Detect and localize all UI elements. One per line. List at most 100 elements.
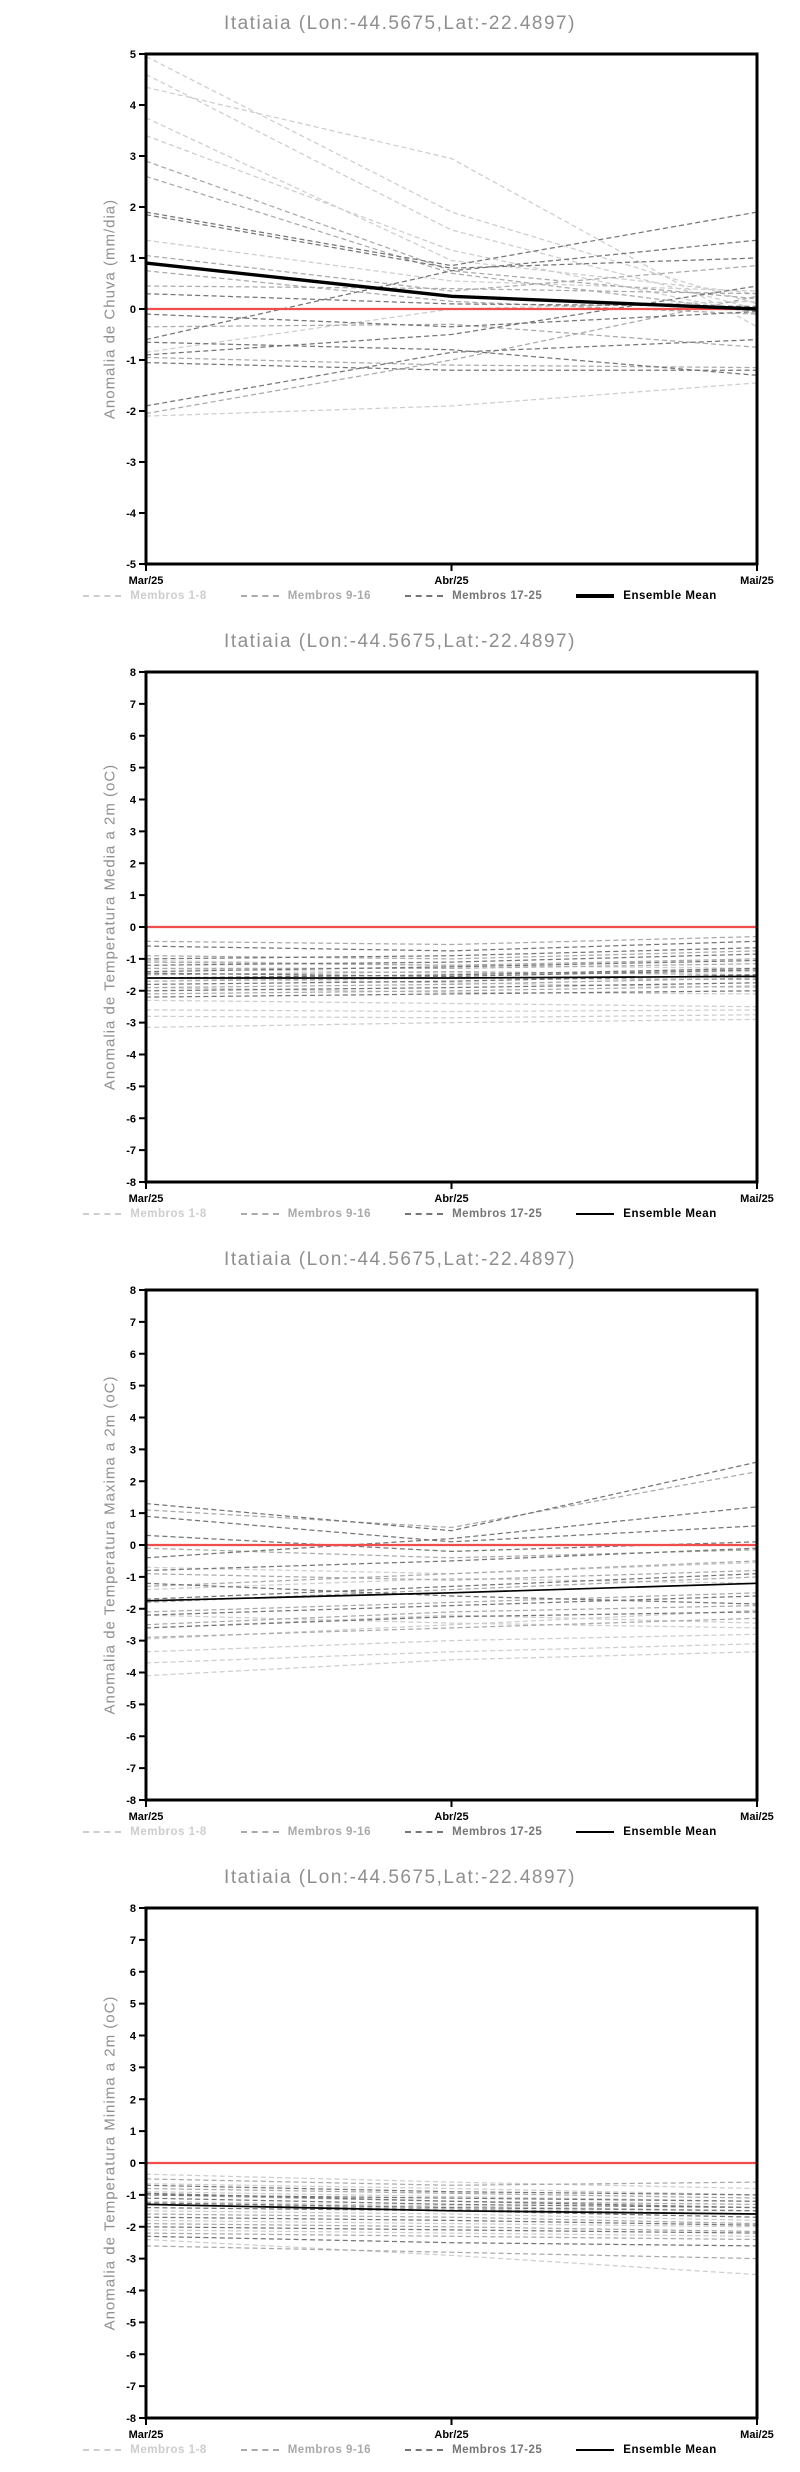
- legend: Membros 1-8 Membros 9-16 Membros 17-25 E…: [0, 1208, 800, 1220]
- svg-text:-2: -2: [126, 986, 136, 998]
- svg-text:5: 5: [130, 763, 136, 775]
- svg-text:0: 0: [130, 2158, 136, 2170]
- y-axis-ticks: 8 7 6 5 4 3 2 1 0 -1 -2 -3 -4 -5 -6 -7 -8: [126, 667, 146, 1189]
- svg-text:2: 2: [130, 202, 136, 214]
- chart-anomalia-temperatura-media: Itatiaia (Lon:-44.5675,Lat:-22.4897) Ano…: [0, 618, 800, 1236]
- dashed-line-sample: [240, 2449, 279, 2451]
- svg-text:-5: -5: [126, 2317, 136, 2329]
- svg-text:6: 6: [130, 1967, 136, 1979]
- legend-label: Membros 17-25: [452, 1826, 543, 1838]
- dashed-line-sample: [405, 595, 444, 597]
- svg-text:0: 0: [130, 1540, 136, 1552]
- temperatura-maxima-plot-svg: 8 7 6 5 4 3 2 1 0 -1 -2 -3 -4 -5 -6 -7 -8 Mar/25 Abr/25 Mai…: [126, 1285, 774, 1823]
- dashed-line-sample: [83, 2449, 122, 2451]
- svg-text:-4: -4: [126, 1050, 137, 1062]
- svg-text:-1: -1: [126, 954, 136, 966]
- dashed-line-sample: [405, 1831, 444, 1833]
- svg-text:3: 3: [130, 2062, 136, 2074]
- svg-text:4: 4: [130, 2031, 137, 2043]
- chart-title: Itatiaia (Lon:-44.5675,Lat:-22.4897): [224, 13, 576, 34]
- solid-line-sample: [576, 594, 615, 598]
- svg-text:0: 0: [130, 922, 136, 934]
- svg-text:Abr/25: Abr/25: [434, 575, 468, 587]
- legend-label: Membros 9-16: [287, 1826, 372, 1838]
- legend-entry-ensemble-mean: Ensemble Mean: [576, 2444, 716, 2456]
- membros_17_25-series: [145, 211, 758, 407]
- y-axis-ticks: 5 4 3 2 1 0 -1 -2 -3 -4 -5: [126, 49, 146, 571]
- dashed-line-sample: [83, 1213, 122, 1215]
- svg-text:7: 7: [130, 699, 136, 711]
- svg-text:7: 7: [130, 1935, 136, 1947]
- svg-text:4: 4: [130, 1413, 137, 1425]
- svg-text:-2: -2: [126, 2222, 136, 2234]
- svg-text:-8: -8: [126, 2413, 136, 2425]
- dashed-line-sample: [83, 1831, 122, 1833]
- y-axis-ticks: 8 7 6 5 4 3 2 1 0 -1 -2 -3 -4 -5 -6 -7 -8: [126, 1285, 146, 1807]
- svg-text:-1: -1: [126, 1572, 136, 1584]
- dashed-line-sample: [405, 2449, 444, 2451]
- legend-label: Membros 17-25: [452, 590, 543, 602]
- solid-line-sample: [576, 1831, 615, 1833]
- y-axis-ticks: 8 7 6 5 4 3 2 1 0 -1 -2 -3 -4 -5 -6 -7 -8: [126, 1903, 146, 2425]
- legend-label: Ensemble Mean: [623, 2444, 717, 2456]
- svg-text:-4: -4: [126, 1668, 137, 1680]
- ensemble_mean-series: [145, 261, 758, 311]
- svg-text:Mar/25: Mar/25: [129, 575, 164, 587]
- legend-label: Membros 9-16: [287, 1208, 372, 1220]
- dashed-line-sample: [240, 595, 279, 597]
- svg-text:Mar/25: Mar/25: [129, 1193, 164, 1205]
- chart-anomalia-temperatura-minima: Itatiaia (Lon:-44.5675,Lat:-22.4897) Ano…: [0, 1854, 800, 2472]
- svg-text:2: 2: [130, 2094, 136, 2106]
- legend-entry-membros-1-8: Membros 1-8: [83, 590, 206, 602]
- x-axis-ticks: Mar/25 Abr/25 Mai/25: [129, 2418, 774, 2441]
- svg-text:8: 8: [130, 1903, 136, 1915]
- svg-text:5: 5: [130, 1381, 136, 1393]
- svg-text:5: 5: [130, 49, 136, 61]
- legend-entry-membros-9-16: Membros 9-16: [240, 590, 371, 602]
- svg-text:-7: -7: [126, 2381, 136, 2393]
- svg-text:2: 2: [130, 1476, 136, 1488]
- legend: Membros 1-8 Membros 9-16 Membros 17-25 E…: [0, 590, 800, 602]
- svg-text:-7: -7: [126, 1763, 136, 1775]
- membros_9_16-series: [145, 160, 758, 415]
- svg-text:1: 1: [130, 890, 136, 902]
- legend-entry-membros-17-25: Membros 17-25: [405, 1826, 542, 1838]
- x-axis-ticks: Mar/25 Abr/25 Mai/25: [129, 1800, 774, 1823]
- svg-text:-6: -6: [126, 1731, 136, 1743]
- legend-entry-membros-17-25: Membros 17-25: [405, 1208, 542, 1220]
- svg-text:-1: -1: [126, 355, 136, 367]
- svg-text:6: 6: [130, 731, 136, 743]
- svg-text:5: 5: [130, 1999, 136, 2011]
- svg-text:-2: -2: [126, 1604, 136, 1616]
- dashed-line-sample: [240, 1213, 279, 1215]
- ensemble_mean-series: [146, 975, 758, 979]
- svg-text:-8: -8: [126, 1177, 136, 1189]
- chart-title: Itatiaia (Lon:-44.5675,Lat:-22.4897): [224, 1867, 576, 1888]
- chart-title: Itatiaia (Lon:-44.5675,Lat:-22.4897): [224, 631, 576, 652]
- chart-anomalia-temperatura-maxima: Itatiaia (Lon:-44.5675,Lat:-22.4897) Ano…: [0, 1236, 800, 1854]
- legend-entry-membros-9-16: Membros 9-16: [240, 1208, 372, 1220]
- svg-text:Mar/25: Mar/25: [129, 2429, 164, 2441]
- legend-label: Ensemble Mean: [623, 1826, 717, 1838]
- legend-entry-membros-1-8: Membros 1-8: [83, 1208, 206, 1220]
- svg-text:4: 4: [130, 100, 137, 112]
- membros_17_25-series: [145, 940, 758, 998]
- svg-text:-5: -5: [126, 559, 136, 571]
- svg-text:-4: -4: [126, 2286, 137, 2298]
- temperatura-media-plot-svg: 8 7 6 5 4 3 2 1 0 -1 -2 -3 -4 -5 -6 -7 -8 Mar/25 Abr/25 Mai…: [126, 667, 774, 1205]
- svg-text:Mai/25: Mai/25: [740, 575, 774, 587]
- svg-text:-3: -3: [126, 457, 136, 469]
- svg-text:3: 3: [130, 151, 136, 163]
- chuva-plot-svg: 5 4 3 2 1 0 -1 -2 -3 -4 -5 Mar/25 Abr/25 Mai/25: [126, 49, 774, 587]
- legend-label: Membros 9-16: [287, 2444, 372, 2456]
- legend-entry-ensemble-mean: Ensemble Mean: [576, 1826, 716, 1838]
- legend-label: Ensemble Mean: [623, 1208, 717, 1220]
- ensemble_mean-series: [145, 1582, 758, 1602]
- membros_9_16-series: [145, 935, 758, 995]
- svg-text:Mai/25: Mai/25: [740, 2429, 774, 2441]
- ensemble_mean-series: [145, 2203, 758, 2215]
- svg-text:4: 4: [130, 795, 137, 807]
- chart-title: Itatiaia (Lon:-44.5675,Lat:-22.4897): [224, 1249, 576, 1270]
- svg-text:1: 1: [130, 2126, 136, 2138]
